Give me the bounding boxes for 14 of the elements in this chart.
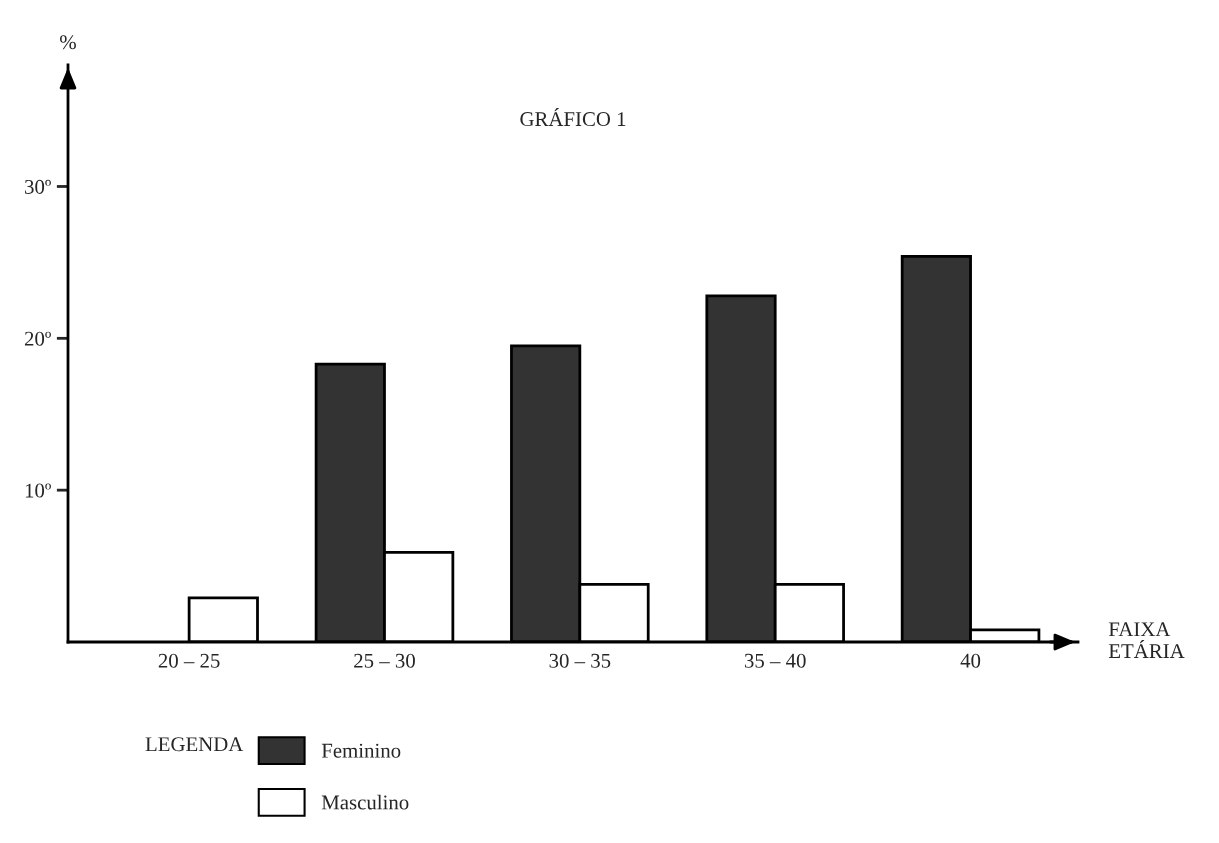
y-tick-label: 10º	[25, 483, 51, 498]
x-tick-label: 35 – 40	[744, 653, 806, 668]
legend-title: LEGENDA	[145, 737, 244, 752]
x-tick-label: 30 – 35	[549, 653, 611, 668]
text: GRÁFICO 1	[520, 108, 626, 127]
y-tick-label: 20º	[24, 331, 51, 346]
x-tick-label: 20 – 25	[158, 653, 220, 668]
x-tick-label: 40	[960, 653, 981, 668]
legend-label: Masculino	[321, 794, 409, 810]
x-tick-label: 25 – 30	[354, 653, 415, 668]
y-axis-title: %	[60, 35, 76, 50]
y-tick-label: 30º	[25, 179, 51, 194]
x-axis-title: FAIXA ETÁRIA	[1108, 622, 1185, 658]
legend-label: Feminino	[321, 743, 401, 758]
